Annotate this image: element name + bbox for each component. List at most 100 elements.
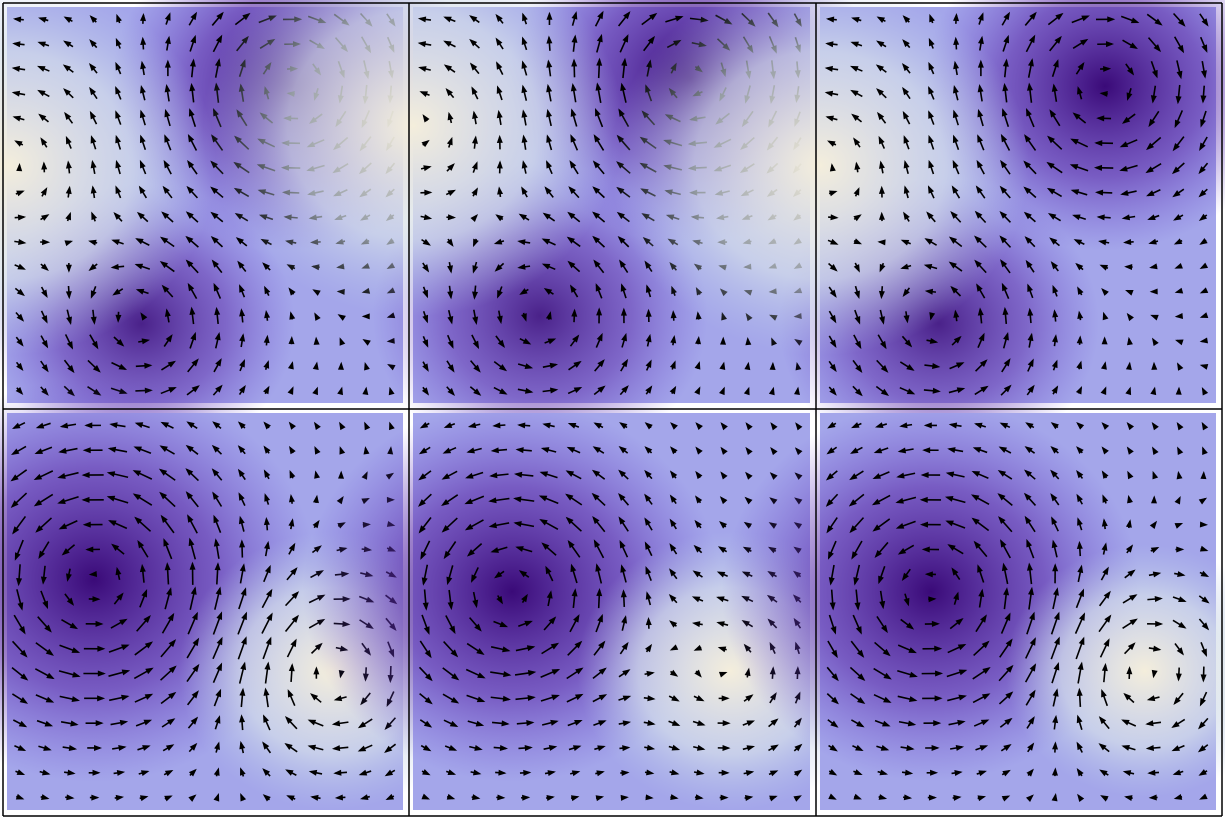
arrow xyxy=(768,744,779,752)
arrow xyxy=(443,422,456,428)
arrow xyxy=(1125,63,1135,76)
arrow-head xyxy=(239,563,246,572)
arrow xyxy=(826,446,838,455)
arrow xyxy=(163,770,174,777)
arrow xyxy=(902,287,911,297)
arrow-head xyxy=(620,82,627,92)
arrow xyxy=(569,614,580,633)
arrow xyxy=(542,387,559,394)
arrow xyxy=(1001,108,1010,127)
arrow-head xyxy=(521,160,528,169)
arrow xyxy=(669,518,677,530)
arrow-head xyxy=(495,214,504,222)
arrow xyxy=(108,644,130,653)
arrow-head xyxy=(185,491,194,500)
arrow-head xyxy=(136,211,145,220)
arrow xyxy=(89,794,100,801)
arrow xyxy=(828,190,838,197)
arrow xyxy=(488,522,510,529)
arrow-head xyxy=(66,794,75,801)
arrow xyxy=(695,336,702,345)
arrow-head xyxy=(264,285,271,295)
arrow-head xyxy=(929,337,939,344)
arrow-head xyxy=(542,212,551,220)
arrow xyxy=(619,422,628,430)
arrow xyxy=(850,89,863,98)
arrow xyxy=(212,491,223,507)
arrow-head xyxy=(574,720,583,726)
arrow xyxy=(950,211,962,223)
arrow-head xyxy=(116,592,124,601)
arrow xyxy=(644,541,653,557)
arrow-head xyxy=(571,58,578,67)
arrow xyxy=(16,589,24,611)
arrow-head xyxy=(1053,587,1059,596)
arrow xyxy=(1174,110,1184,129)
arrow xyxy=(111,543,125,555)
arrow-head xyxy=(670,422,678,430)
arrow-head xyxy=(919,496,928,503)
arrow xyxy=(84,695,106,702)
arrow xyxy=(1123,642,1136,655)
arrow-head xyxy=(15,793,25,800)
arrow-head xyxy=(1052,284,1059,294)
arrow xyxy=(288,518,295,530)
arrow xyxy=(621,332,627,348)
arrow-head xyxy=(644,541,651,550)
arrow-head xyxy=(64,240,74,247)
arrow-head xyxy=(1023,160,1032,169)
arrow xyxy=(188,11,198,26)
arrow xyxy=(569,284,579,298)
arrow-head xyxy=(696,695,705,702)
arrow xyxy=(518,620,533,628)
arrow xyxy=(188,794,197,802)
arrow-head xyxy=(215,358,222,367)
arrow xyxy=(521,134,528,150)
arrow-head xyxy=(928,596,937,603)
arrow xyxy=(16,564,23,587)
arrow-head xyxy=(905,622,915,630)
arrow xyxy=(287,361,294,370)
arrow xyxy=(1099,769,1109,777)
arrow-head xyxy=(238,385,246,394)
arrow-head xyxy=(1129,42,1138,50)
arrow xyxy=(160,639,177,658)
arrow xyxy=(1127,494,1133,504)
arrow-head xyxy=(593,134,601,143)
arrow xyxy=(951,335,962,346)
arrow xyxy=(1199,691,1208,707)
arrow xyxy=(1151,669,1158,679)
arrow xyxy=(826,666,839,682)
arrow xyxy=(854,309,861,325)
arrow-head xyxy=(717,646,727,653)
arrow xyxy=(544,770,556,776)
arrow xyxy=(1076,493,1084,505)
arrow-head xyxy=(1003,11,1011,21)
arrow xyxy=(1093,164,1114,171)
arrow xyxy=(492,422,506,429)
arrow-head xyxy=(1078,588,1085,598)
arrow xyxy=(161,718,176,728)
arrow xyxy=(15,361,24,372)
arrow xyxy=(517,239,531,246)
arrow-head xyxy=(499,744,509,751)
arrow-head xyxy=(956,387,966,394)
arrow-head xyxy=(167,718,176,726)
arrow xyxy=(12,421,26,429)
arrow-head xyxy=(1176,421,1184,431)
arrow-head xyxy=(621,641,629,651)
arrow-head xyxy=(744,361,751,371)
arrow-head xyxy=(419,421,429,429)
arrow-head xyxy=(108,520,117,527)
arrow-head xyxy=(417,499,426,507)
arrow xyxy=(419,693,433,705)
arrow xyxy=(446,769,457,776)
arrow xyxy=(422,311,429,324)
arrow xyxy=(1098,716,1110,730)
arrow-head xyxy=(853,577,860,586)
arrow-head xyxy=(1102,311,1109,321)
arrow xyxy=(1126,88,1133,101)
arrow-head xyxy=(210,211,219,220)
arrow-head xyxy=(999,422,1009,429)
arrow xyxy=(693,644,703,651)
